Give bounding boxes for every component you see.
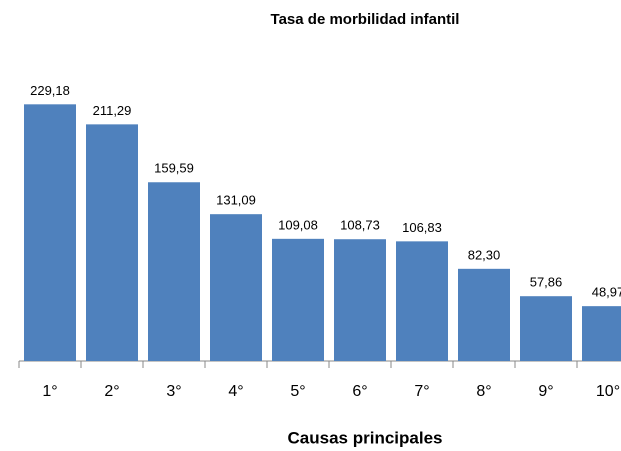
x-tick-label: 2° bbox=[104, 383, 119, 400]
x-tick-label: 3° bbox=[166, 383, 181, 400]
x-tick-label: 1° bbox=[42, 383, 57, 400]
x-tick-label: 7° bbox=[414, 383, 429, 400]
value-label: 108,73 bbox=[340, 218, 380, 233]
x-tick-label: 8° bbox=[476, 383, 491, 400]
value-label: 48,97 bbox=[592, 285, 621, 300]
x-tick-label: 6° bbox=[352, 383, 367, 400]
bar bbox=[396, 241, 448, 361]
x-tick-label: 5° bbox=[290, 383, 305, 400]
x-tick-label: 4° bbox=[228, 383, 243, 400]
value-label: 106,83 bbox=[402, 220, 442, 235]
x-tick-label: 10° bbox=[596, 383, 620, 400]
bar bbox=[272, 238, 324, 361]
bar bbox=[148, 182, 200, 361]
value-label: 229,18 bbox=[30, 83, 70, 98]
bar bbox=[86, 124, 138, 362]
bar bbox=[334, 239, 386, 361]
bar bbox=[210, 214, 262, 361]
value-label: 82,30 bbox=[468, 247, 501, 262]
value-label: 109,08 bbox=[278, 217, 318, 232]
bar bbox=[458, 268, 510, 361]
bar bbox=[24, 104, 76, 362]
x-axis-label: Causas principales bbox=[288, 428, 443, 447]
value-label: 159,59 bbox=[154, 161, 194, 176]
bar bbox=[520, 296, 572, 361]
value-label: 57,86 bbox=[530, 275, 563, 290]
chart-title: Tasa de morbilidad infantil bbox=[271, 11, 460, 28]
bar bbox=[582, 306, 621, 361]
value-label: 131,09 bbox=[216, 193, 256, 208]
value-label: 211,29 bbox=[93, 103, 132, 118]
x-tick-label: 9° bbox=[538, 383, 553, 400]
